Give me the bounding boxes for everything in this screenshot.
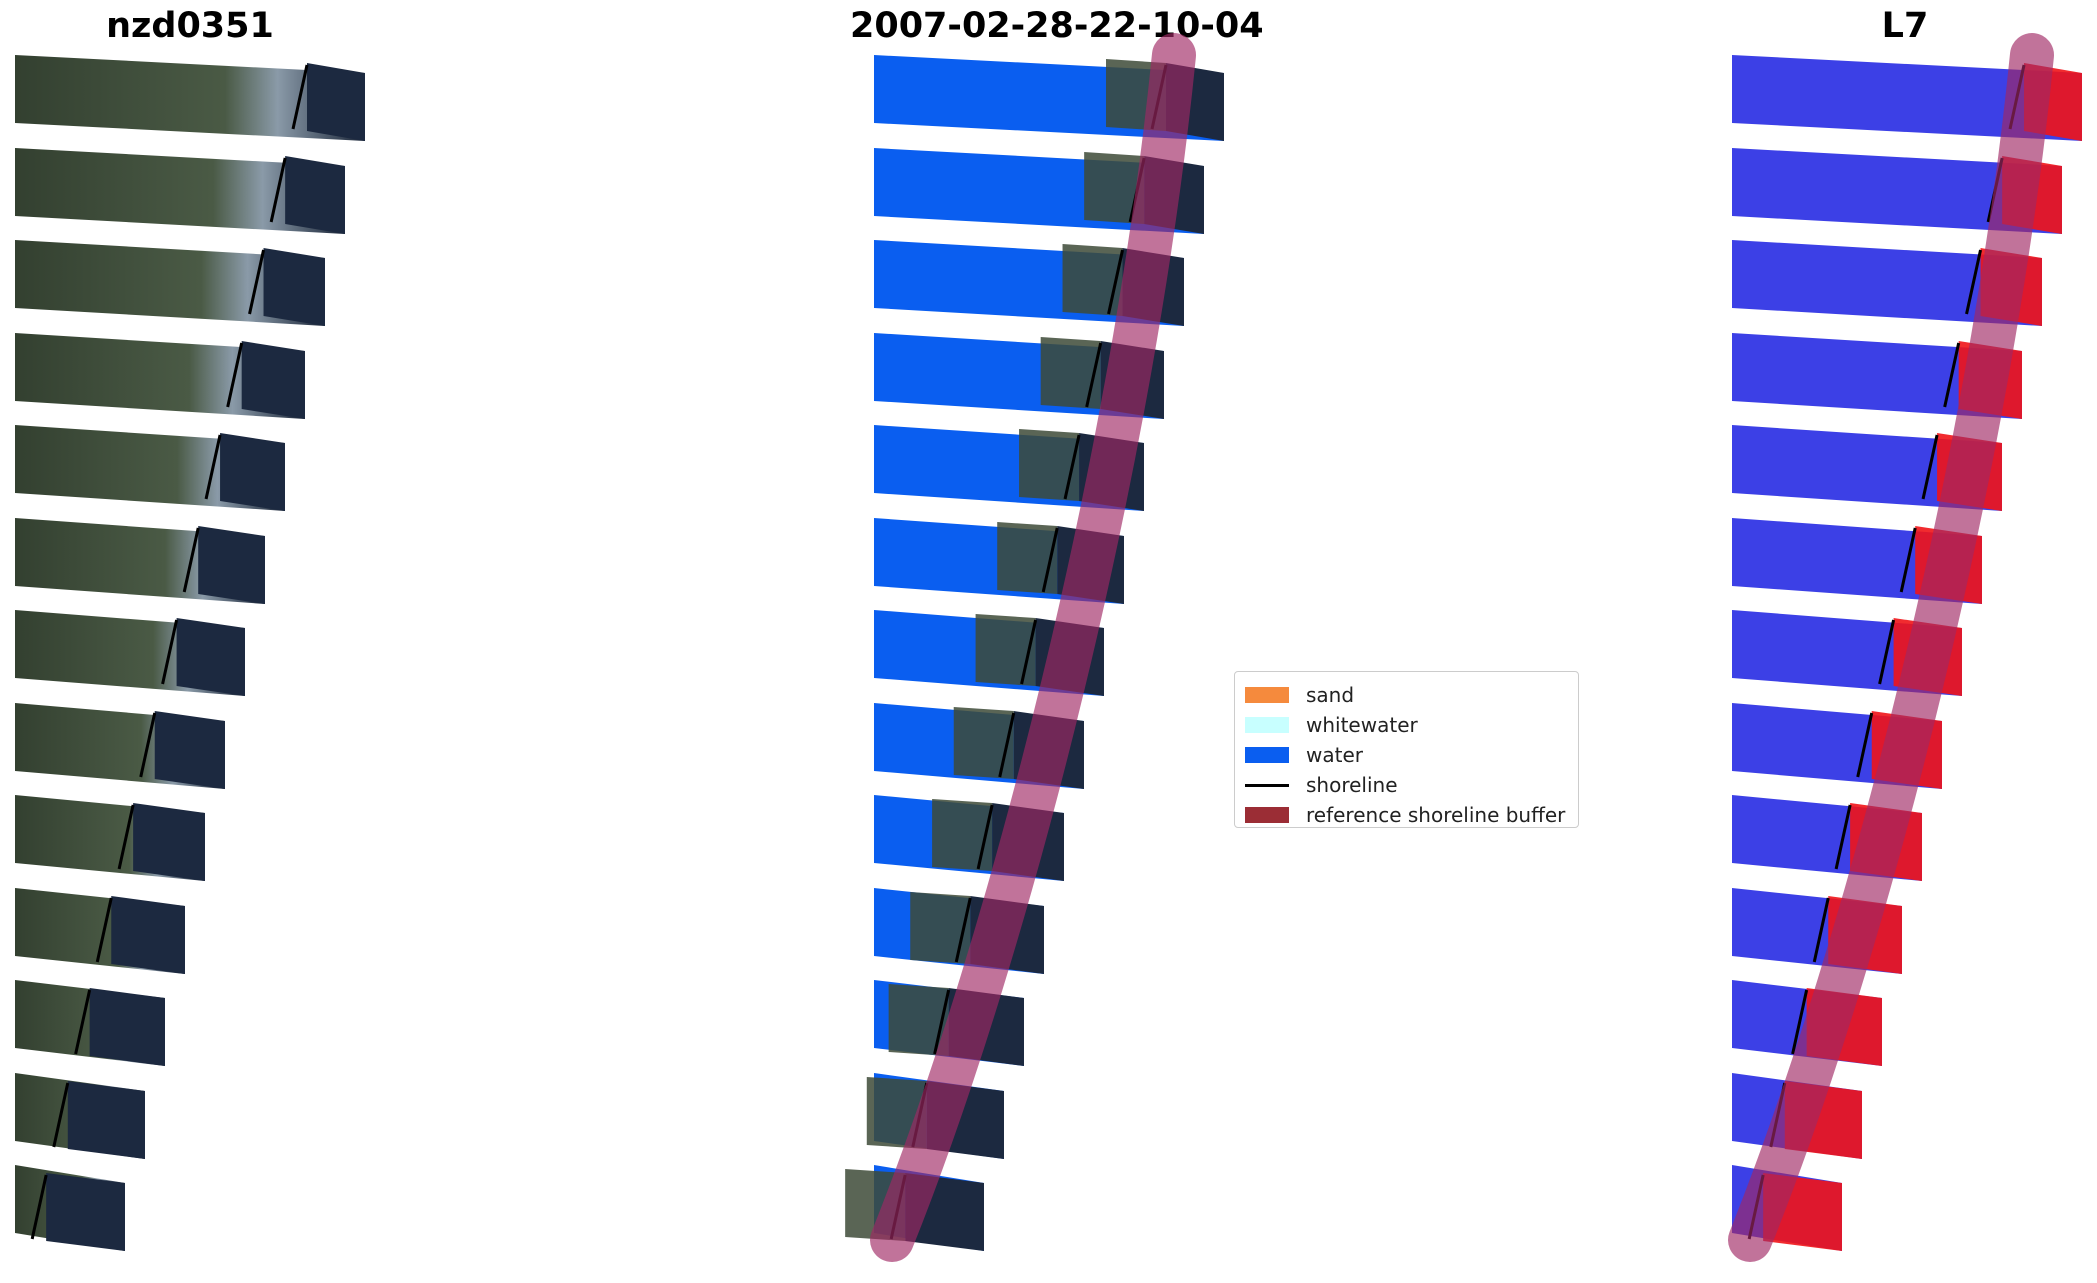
shoreline-segment bbox=[74, 989, 92, 1055]
shoreline-segment bbox=[161, 619, 179, 685]
shoreline-segment bbox=[1020, 619, 1038, 685]
sand-swatch bbox=[1245, 687, 1289, 703]
shoreline-segment bbox=[269, 157, 287, 223]
shoreline-segment bbox=[30, 1174, 48, 1240]
legend-label: whitewater bbox=[1306, 713, 1418, 737]
image-stripe bbox=[15, 240, 325, 326]
land-region bbox=[997, 522, 1058, 594]
classified-image bbox=[845, 33, 1224, 1262]
sea-region bbox=[220, 433, 285, 511]
reference-shoreline-buffer bbox=[1728, 33, 2054, 1262]
index-panel-title: L7 bbox=[1881, 6, 1929, 46]
shoreline-segment bbox=[204, 434, 222, 500]
shoreline-segment bbox=[95, 897, 113, 963]
shoreline-segment bbox=[1943, 342, 1961, 408]
shoreline-segment bbox=[1899, 527, 1917, 593]
land-region bbox=[1062, 244, 1123, 316]
sea-region bbox=[67, 1081, 145, 1159]
sea-region bbox=[133, 803, 205, 881]
legend-item-sand: sand bbox=[1245, 680, 1568, 710]
land-region bbox=[1040, 337, 1101, 409]
image-stripe bbox=[1732, 148, 2062, 234]
shoreline-segment bbox=[954, 897, 972, 963]
shoreline-segment bbox=[933, 989, 951, 1055]
legend-label: shoreline bbox=[1306, 773, 1398, 797]
land-region bbox=[1019, 429, 1080, 501]
water-swatch bbox=[1245, 747, 1289, 763]
sea-region bbox=[89, 988, 165, 1066]
sea-region bbox=[176, 618, 245, 696]
rgb-image bbox=[15, 55, 365, 1251]
shoreline-segment bbox=[1878, 619, 1896, 685]
image-stripe bbox=[15, 148, 345, 234]
shoreline-segment bbox=[1965, 249, 1983, 315]
shoreline-segment bbox=[976, 804, 994, 870]
shoreline-segment bbox=[1812, 897, 1830, 963]
image-stripe bbox=[1732, 240, 2042, 326]
shoreline-segment bbox=[182, 527, 200, 593]
shoreline-segment bbox=[1834, 804, 1852, 870]
shoreline-segment bbox=[998, 712, 1016, 778]
rgb-panel-title: nzd0351 bbox=[106, 6, 274, 46]
buffer-swatch bbox=[1245, 807, 1289, 823]
land-region bbox=[888, 984, 949, 1056]
shoreline-segment bbox=[226, 342, 244, 408]
sea-region bbox=[285, 156, 345, 234]
sea-region bbox=[46, 1173, 125, 1251]
land-region bbox=[953, 707, 1014, 779]
shoreline-segment bbox=[52, 1082, 70, 1148]
sea-region bbox=[307, 63, 365, 141]
land-region bbox=[1084, 152, 1145, 224]
classified-panel-title: 2007-02-28-22-10-04 bbox=[850, 6, 1264, 46]
shoreline-segment bbox=[1041, 527, 1059, 593]
whitewater-swatch bbox=[1245, 717, 1289, 733]
shoreline-segment bbox=[1856, 712, 1874, 778]
sea-region bbox=[263, 248, 325, 326]
shoreline-segment bbox=[248, 249, 266, 315]
image-stripe bbox=[1732, 333, 2022, 419]
land-region bbox=[975, 614, 1036, 686]
shoreline-segment bbox=[1085, 342, 1103, 408]
shoreline-segment bbox=[1063, 434, 1081, 500]
image-stripe bbox=[15, 55, 365, 141]
shoreline-segment bbox=[139, 712, 157, 778]
legend: sand whitewater water shoreline referenc… bbox=[1234, 671, 1579, 828]
sea-region bbox=[154, 711, 225, 789]
image-stripe bbox=[1732, 55, 2082, 141]
shoreline-segment bbox=[1791, 989, 1809, 1055]
shoreline-segment bbox=[1107, 249, 1125, 315]
legend-item-water: water bbox=[1245, 740, 1568, 770]
image-stripe bbox=[15, 333, 305, 419]
shoreline-segment bbox=[117, 804, 135, 870]
legend-item-whitewater: whitewater bbox=[1245, 710, 1568, 740]
reference-shoreline-buffer bbox=[870, 33, 1196, 1262]
legend-label: water bbox=[1306, 743, 1363, 767]
land-region bbox=[932, 799, 993, 871]
legend-label: sand bbox=[1306, 683, 1355, 707]
land-region bbox=[910, 892, 971, 964]
legend-item-buffer: reference shoreline buffer bbox=[1245, 800, 1568, 830]
shoreline-segment bbox=[1921, 434, 1939, 500]
sea-region bbox=[111, 896, 185, 974]
shoreline-line-swatch bbox=[1245, 783, 1289, 787]
legend-label: reference shoreline buffer bbox=[1306, 803, 1566, 827]
sea-region bbox=[198, 526, 265, 604]
legend-item-shoreline: shoreline bbox=[1245, 770, 1568, 800]
sea-region bbox=[241, 341, 305, 419]
water-index-image bbox=[1728, 33, 2082, 1262]
shoreline-segment bbox=[291, 64, 309, 130]
